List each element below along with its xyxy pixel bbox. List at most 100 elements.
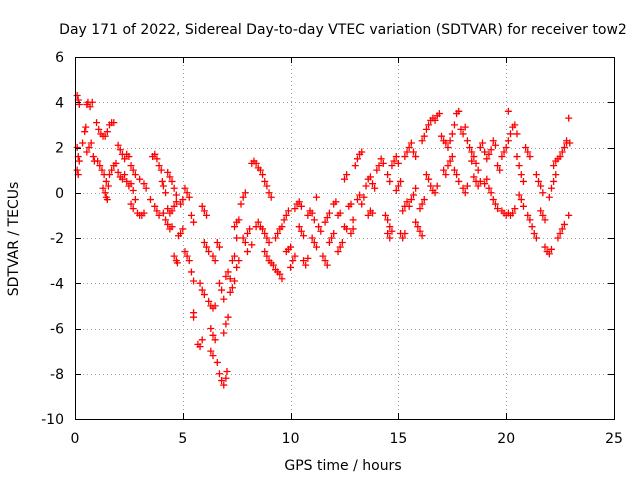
- data-point: [539, 211, 547, 219]
- x-tick-label: 10: [282, 431, 300, 447]
- data-point: [164, 168, 172, 176]
- data-point: [325, 209, 333, 217]
- data-point: [511, 205, 519, 213]
- data-point: [371, 184, 379, 192]
- data-point: [442, 139, 450, 147]
- data-point: [295, 198, 303, 206]
- data-point: [129, 186, 137, 194]
- data-point: [431, 189, 439, 197]
- data-point: [425, 175, 433, 183]
- data-point: [453, 171, 461, 179]
- data-point: [537, 182, 545, 190]
- data-point: [511, 121, 519, 129]
- data-point: [200, 291, 208, 299]
- data-point: [94, 157, 102, 165]
- data-point: [545, 193, 553, 201]
- data-point: [491, 200, 499, 208]
- data-point: [172, 191, 180, 199]
- data-point: [121, 171, 129, 179]
- data-point: [207, 325, 215, 332]
- data-point: [379, 159, 387, 167]
- data-point: [502, 144, 510, 151]
- data-point: [102, 177, 110, 185]
- data-point: [545, 250, 553, 258]
- data-point: [103, 128, 111, 136]
- data-point: [489, 196, 497, 204]
- data-point: [158, 177, 166, 185]
- data-point: [513, 130, 521, 138]
- data-point: [231, 277, 239, 285]
- data-point: [170, 184, 178, 192]
- data-point: [207, 347, 215, 355]
- data-point: [112, 159, 120, 167]
- data-point: [104, 182, 112, 190]
- data-point: [265, 239, 273, 247]
- data-point: [384, 216, 392, 224]
- data-point: [239, 234, 247, 242]
- data-point: [319, 252, 327, 260]
- data-point: [552, 171, 560, 179]
- data-point: [565, 114, 573, 122]
- data-point: [463, 182, 471, 190]
- data-point: [105, 171, 113, 179]
- data-point: [394, 182, 402, 190]
- y-tick-label: -8: [50, 367, 64, 383]
- data-point: [211, 302, 219, 310]
- data-point: [164, 205, 172, 213]
- data-point: [239, 193, 247, 201]
- data-point: [73, 91, 81, 99]
- data-point: [444, 144, 452, 151]
- data-point: [215, 279, 223, 287]
- data-point: [438, 132, 446, 140]
- data-point: [177, 200, 185, 208]
- data-point: [474, 166, 482, 174]
- data-point: [291, 252, 299, 260]
- data-point: [560, 220, 568, 228]
- data-point: [75, 157, 83, 165]
- data-point: [213, 239, 221, 247]
- data-point: [528, 223, 536, 231]
- data-point: [164, 220, 172, 228]
- data-point: [261, 177, 269, 185]
- data-point: [99, 184, 107, 192]
- data-point: [233, 263, 241, 271]
- data-point: [494, 162, 502, 170]
- y-tick-label: -2: [50, 231, 64, 247]
- data-point: [524, 211, 532, 219]
- chart-title: Day 171 of 2022, Sidereal Day-to-day VTE…: [59, 22, 627, 38]
- data-point: [384, 171, 392, 179]
- data-point: [179, 225, 187, 233]
- y-tick-label: 0: [55, 186, 64, 202]
- data-point: [215, 243, 223, 251]
- data-point: [187, 268, 195, 276]
- data-point: [263, 182, 271, 190]
- data-point: [416, 205, 424, 213]
- data-point: [407, 139, 415, 147]
- data-point: [524, 148, 532, 156]
- data-point: [489, 137, 497, 145]
- data-point: [246, 225, 254, 233]
- data-point: [565, 211, 573, 219]
- data-point: [336, 243, 344, 251]
- data-point: [338, 239, 346, 247]
- data-point: [187, 211, 195, 219]
- data-point: [513, 153, 521, 161]
- data-point: [315, 223, 323, 231]
- data-point: [360, 193, 368, 201]
- data-point: [222, 272, 230, 280]
- x-tick-label: 0: [71, 431, 80, 447]
- data-point: [226, 288, 234, 296]
- data-point: [547, 184, 555, 192]
- data-point: [455, 107, 463, 115]
- grid: [75, 57, 614, 419]
- data-point: [220, 295, 228, 303]
- data-point: [351, 162, 359, 170]
- data-point: [162, 216, 170, 224]
- data-point: [312, 243, 320, 251]
- data-point: [384, 229, 392, 237]
- data-point: [131, 196, 139, 204]
- data-point: [89, 153, 97, 161]
- data-point: [235, 257, 243, 265]
- data-point: [183, 189, 191, 197]
- data-point: [554, 234, 562, 242]
